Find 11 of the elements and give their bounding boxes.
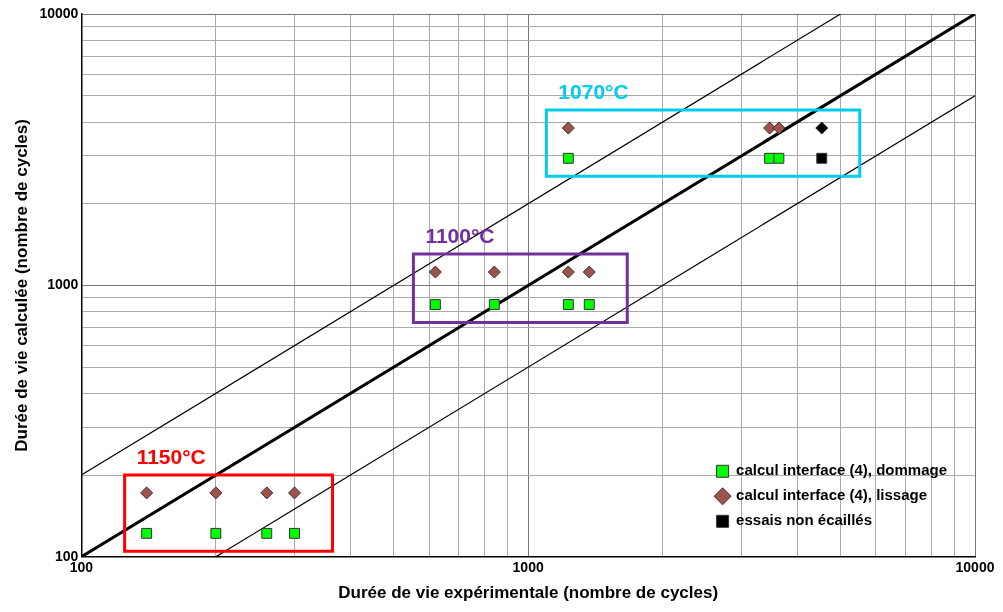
legend-label: essais non écaillés xyxy=(736,511,873,529)
annotation: 1150°C xyxy=(136,445,206,469)
y-tick-label: 1000 xyxy=(47,276,79,293)
y-axis-title: Durée de vie calculée (nombre de cycles) xyxy=(11,119,31,452)
legend-label: calcul interface (4), lissage xyxy=(736,486,928,504)
annotation: 1070°C xyxy=(558,80,629,104)
y-tick-label: 10000 xyxy=(39,4,79,21)
x-tick-label: 1000 xyxy=(512,559,544,576)
x-axis-title: Durée de vie expérimentale (nombre de cycles) xyxy=(338,583,719,603)
legend-label: calcul interface (4), dommage xyxy=(736,461,948,479)
x-tick-label: 10000 xyxy=(955,559,995,576)
